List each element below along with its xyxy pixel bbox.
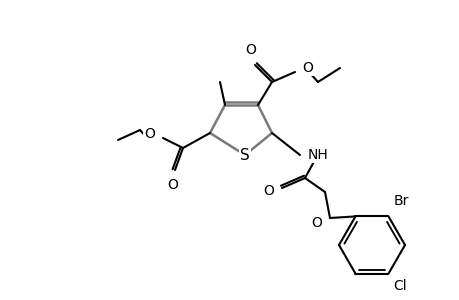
Text: O: O xyxy=(144,127,155,141)
Text: Cl: Cl xyxy=(392,279,406,292)
Text: Br: Br xyxy=(392,194,408,208)
Text: S: S xyxy=(240,148,249,163)
Text: O: O xyxy=(302,61,312,75)
Text: NH: NH xyxy=(308,148,328,162)
Text: O: O xyxy=(310,216,321,230)
Text: O: O xyxy=(167,178,178,192)
Text: O: O xyxy=(263,184,274,198)
Text: O: O xyxy=(245,43,256,57)
